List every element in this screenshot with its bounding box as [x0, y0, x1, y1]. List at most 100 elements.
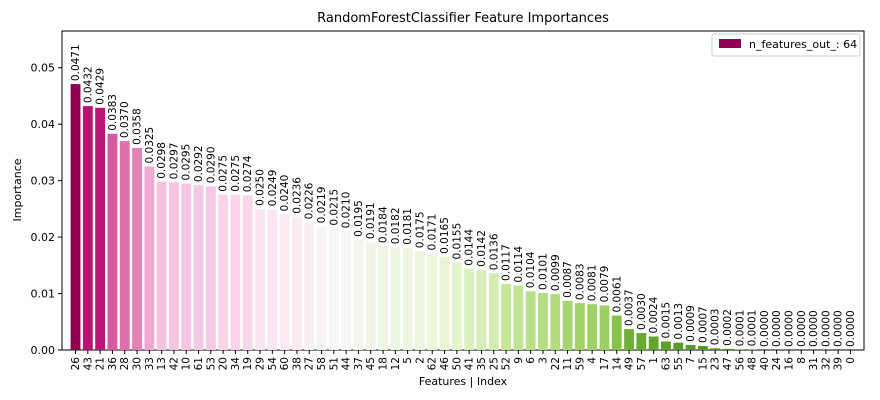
x-tick-label: 51: [328, 357, 340, 370]
bar-feature-55: [673, 342, 684, 350]
bar-feature-51: [328, 228, 339, 350]
bar-value-label: 0.0290: [205, 147, 217, 184]
bar-value-label: 0.0240: [279, 175, 291, 212]
y-tick-label: 0.01: [31, 288, 56, 301]
bar-feature-52: [501, 283, 511, 350]
bar-value-label: 0.0114: [513, 246, 525, 283]
bar-feature-34: [230, 194, 241, 350]
bar-feature-11: [562, 300, 573, 350]
x-tick-label: 18: [378, 357, 390, 370]
x-tick-label: 39: [833, 357, 845, 370]
bar-feature-50: [451, 262, 462, 350]
bar-value-label: 0.0274: [242, 155, 254, 192]
bar-feature-59: [574, 303, 585, 350]
bar-value-label: 0.0432: [82, 66, 94, 103]
x-tick-label: 34: [230, 357, 242, 371]
x-tick-label: 37: [353, 357, 365, 370]
bar-feature-58: [316, 226, 327, 350]
bar-value-label: 0.0081: [587, 265, 599, 302]
bar-value-label: 0.0219: [316, 187, 328, 224]
x-tick-label: 3: [537, 357, 549, 364]
bar-feature-9: [513, 285, 524, 350]
bar-feature-43: [82, 106, 93, 350]
x-tick-label: 38: [291, 357, 303, 370]
bar-feature-53: [205, 186, 216, 350]
bar-feature-41: [464, 268, 475, 350]
x-tick-label: 55: [673, 357, 685, 370]
bar-value-label: 0.0117: [501, 244, 513, 281]
bar-value-label: 0.0079: [599, 266, 611, 303]
x-tick-label: 26: [70, 357, 82, 371]
bar-value-label: 0.0191: [365, 202, 377, 239]
bar-feature-21: [95, 107, 106, 350]
x-tick-label: 30: [132, 357, 144, 370]
bar-value-label: 0.0136: [488, 233, 500, 270]
x-tick-label: 6: [525, 357, 537, 364]
bar-feature-3: [538, 292, 548, 350]
x-tick-label: 9: [513, 357, 525, 364]
bar-feature-19: [242, 195, 253, 350]
bar-feature-29: [255, 208, 265, 350]
bar-value-label: 0.0250: [255, 169, 267, 206]
bar-value-label: 0.0007: [697, 306, 709, 343]
bar-feature-17: [599, 305, 610, 350]
bar-value-label: 0.0165: [439, 217, 451, 254]
bar-feature-60: [279, 214, 290, 350]
bar-value-label: 0.0298: [156, 142, 168, 179]
x-tick-label: 62: [427, 357, 439, 370]
bar-feature-20: [218, 194, 229, 350]
x-tick-label: 23: [710, 357, 722, 370]
x-tick-label: 54: [267, 357, 279, 371]
x-tick-label: 36: [107, 357, 119, 371]
x-tick-label: 10: [181, 357, 193, 370]
x-tick-label: 46: [439, 357, 451, 371]
bar-value-label: 0.0101: [537, 253, 549, 290]
y-tick-label: 0.02: [31, 231, 56, 244]
x-tick-label: 22: [550, 357, 562, 370]
x-axis-label: Features | Index: [419, 375, 508, 388]
chart-title: RandomForestClassifier Feature Importanc…: [317, 11, 609, 26]
bar-value-label: 0.0144: [464, 229, 476, 266]
y-tick-label: 0.04: [31, 118, 56, 131]
bar-feature-5: [402, 247, 413, 350]
bar-feature-6: [525, 291, 536, 350]
x-tick-label: 2: [414, 357, 426, 364]
x-tick-label: 27: [304, 357, 316, 370]
bar-feature-26: [70, 84, 81, 350]
y-tick-label: 0.00: [31, 344, 56, 357]
x-tick-label: 45: [365, 357, 377, 370]
x-tick-label: 52: [501, 357, 513, 370]
x-axis: 26 43 21 36 28 30 33 13 42 10 61 53 20 34 19 29 54 60 38 27…: [70, 350, 857, 370]
x-tick-label: 1: [648, 357, 660, 364]
bar-value-label: 0.0001: [734, 310, 746, 347]
bar-value-label: 0.0009: [685, 305, 697, 342]
x-tick-label: 61: [193, 357, 205, 370]
bar-value-label: 0.0003: [710, 309, 722, 346]
y-axis: 0.00 0.01 0.02 0.03 0.04 0.05: [31, 62, 62, 357]
bar-feature-63: [661, 341, 671, 350]
bar-value-label: 0.0226: [304, 182, 316, 219]
x-tick-label: 5: [402, 357, 414, 364]
bar-feature-28: [119, 141, 130, 350]
bar-feature-62: [427, 253, 438, 350]
bar-feature-42: [169, 182, 179, 350]
x-tick-label: 8: [796, 357, 808, 364]
bar-feature-2: [415, 251, 425, 350]
bar-value-label: 0.0171: [427, 214, 439, 251]
x-tick-label: 29: [255, 357, 267, 370]
x-tick-label: 28: [119, 357, 131, 370]
bar-feature-49: [624, 329, 634, 350]
bar-feature-23: [710, 348, 721, 350]
bar-feature-30: [132, 147, 142, 350]
x-tick-label: 19: [242, 357, 254, 370]
bar-value-label: 0.0037: [624, 289, 636, 326]
bar-value-label: 0.0175: [414, 211, 426, 248]
bar-feature-1: [648, 336, 659, 350]
bar-value-label: 0.0000: [759, 310, 771, 347]
bar-value-label: 0.0275: [230, 155, 242, 192]
bar-feature-14: [611, 315, 622, 350]
bar-feature-38: [292, 216, 302, 350]
bar-feature-25: [488, 273, 499, 350]
x-tick-label: 40: [759, 357, 771, 370]
bar-value-label: 0.0015: [660, 302, 672, 339]
